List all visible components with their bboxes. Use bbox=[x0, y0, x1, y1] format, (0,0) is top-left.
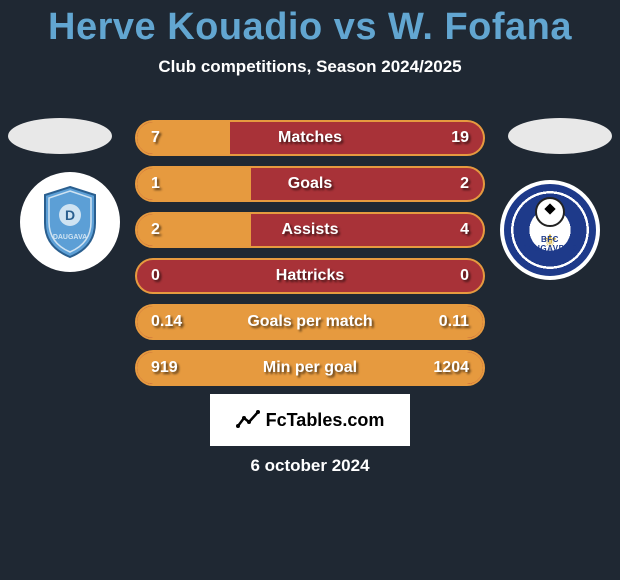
stat-right-value: 4 bbox=[460, 221, 469, 239]
stat-left-value: 0.14 bbox=[151, 313, 182, 331]
chart-icon bbox=[236, 408, 260, 432]
bfc-top-label: BFC bbox=[522, 235, 579, 244]
stat-right-value: 0.11 bbox=[439, 313, 469, 331]
club-badge-right: ⚜ BFC DAUGAVPILS bbox=[500, 180, 600, 280]
stat-left-value: 7 bbox=[151, 129, 160, 147]
stat-row: 2 Assists 4 bbox=[135, 212, 485, 248]
logo-text: FcTables.com bbox=[266, 410, 385, 431]
fctables-logo: FcTables.com bbox=[210, 394, 410, 446]
svg-text:DAUGAVA: DAUGAVA bbox=[53, 234, 87, 241]
subtitle: Club competitions, Season 2024/2025 bbox=[0, 57, 620, 77]
club-badge-left: D DAUGAVA bbox=[20, 172, 120, 272]
bfc-bottom-label: DAUGAVPILS bbox=[522, 244, 579, 253]
stat-label: Matches bbox=[278, 129, 342, 147]
stat-left-value: 1 bbox=[151, 175, 160, 193]
stat-right-value: 0 bbox=[460, 267, 469, 285]
stat-right-value: 19 bbox=[451, 129, 469, 147]
stat-row: 0.14 Goals per match 0.11 bbox=[135, 304, 485, 340]
stats-panel: 7 Matches 19 1 Goals 2 2 Assists 4 0 Hattricks 0 0.1… bbox=[135, 120, 485, 396]
stat-row: 919 Min per goal 1204 bbox=[135, 350, 485, 386]
stat-label: Min per goal bbox=[263, 359, 357, 377]
stat-row: 0 Hattricks 0 bbox=[135, 258, 485, 294]
stat-left-value: 2 bbox=[151, 221, 160, 239]
stat-label: Hattricks bbox=[276, 267, 344, 285]
date-label: 6 october 2024 bbox=[250, 456, 369, 476]
stat-left-value: 0 bbox=[151, 267, 160, 285]
svg-text:D: D bbox=[65, 207, 75, 223]
stat-right-value: 1204 bbox=[433, 359, 469, 377]
stat-right-value: 2 bbox=[460, 175, 469, 193]
player-avatar-right bbox=[508, 118, 612, 154]
shield-icon: D DAUGAVA bbox=[40, 185, 100, 259]
stat-row: 7 Matches 19 bbox=[135, 120, 485, 156]
stat-label: Goals bbox=[288, 175, 332, 193]
stat-left-value: 919 bbox=[151, 359, 178, 377]
player-avatar-left bbox=[8, 118, 112, 154]
stat-row: 1 Goals 2 bbox=[135, 166, 485, 202]
page-title: Herve Kouadio vs W. Fofana bbox=[0, 0, 620, 49]
stat-label: Assists bbox=[282, 221, 339, 239]
stat-label: Goals per match bbox=[247, 313, 372, 331]
